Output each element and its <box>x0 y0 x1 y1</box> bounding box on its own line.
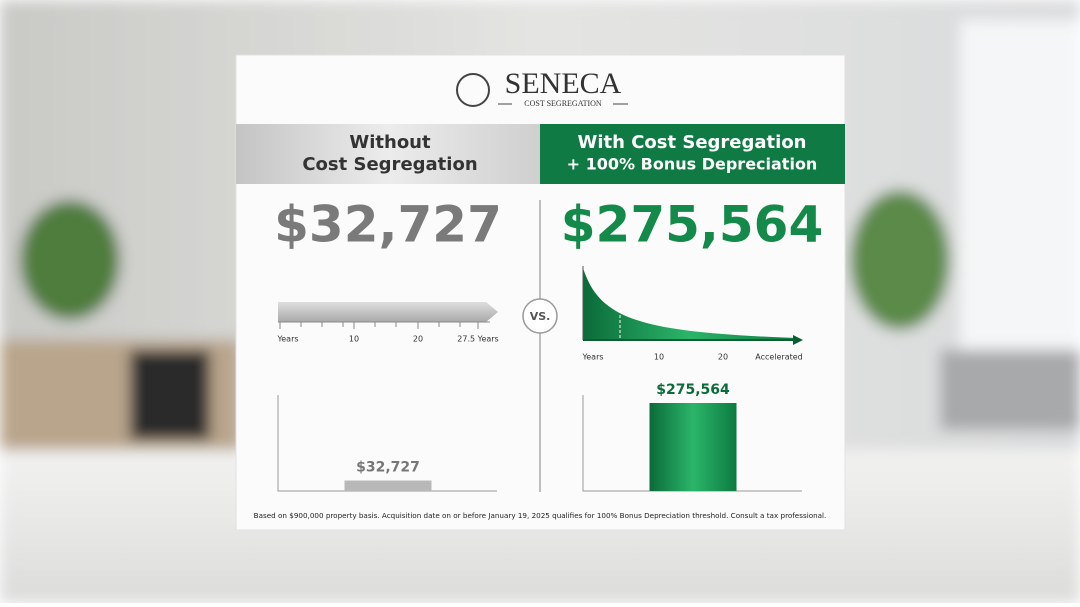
card: SENECA COST SEGREGATION Without Cost Seg… <box>235 54 846 531</box>
vs-badge <box>522 298 558 334</box>
right-amount: $275,564 <box>561 196 824 254</box>
left-heading: Without <box>349 132 431 153</box>
left-amount: $32,727 <box>274 196 502 254</box>
footnote: Based on $900,000 property basis. Acquis… <box>254 511 827 520</box>
left-timeline <box>278 302 498 329</box>
bar <box>649 403 737 491</box>
bar-label: $32,727 <box>356 460 420 476</box>
left-heading: Cost Segregation <box>302 154 477 175</box>
timeline-label: Accelerated <box>755 353 803 362</box>
right-curve <box>582 266 803 345</box>
right-header <box>540 124 845 184</box>
right-heading: + 100% Bonus Depreciation <box>567 155 818 174</box>
bar <box>344 480 432 491</box>
timeline-label: Years <box>581 353 603 362</box>
logo-name: SENECA <box>505 67 622 100</box>
right-heading: With Cost Segregation <box>578 132 807 153</box>
timeline-label: 10 <box>349 335 359 344</box>
logo-icon <box>456 73 490 107</box>
bar-chart: $32,727 $275,564 <box>344 382 737 491</box>
bar-label: $275,564 <box>656 382 730 398</box>
vs-text: VS. <box>530 310 551 323</box>
timeline-label: 20 <box>413 335 423 344</box>
timeline-label: 27.5 Years <box>457 335 498 344</box>
timeline-label: 20 <box>718 353 728 362</box>
logo-tagline: COST SEGREGATION <box>524 99 602 108</box>
timeline-label: 10 <box>654 353 664 362</box>
timeline-label: Years <box>276 335 298 344</box>
left-header <box>236 124 540 184</box>
